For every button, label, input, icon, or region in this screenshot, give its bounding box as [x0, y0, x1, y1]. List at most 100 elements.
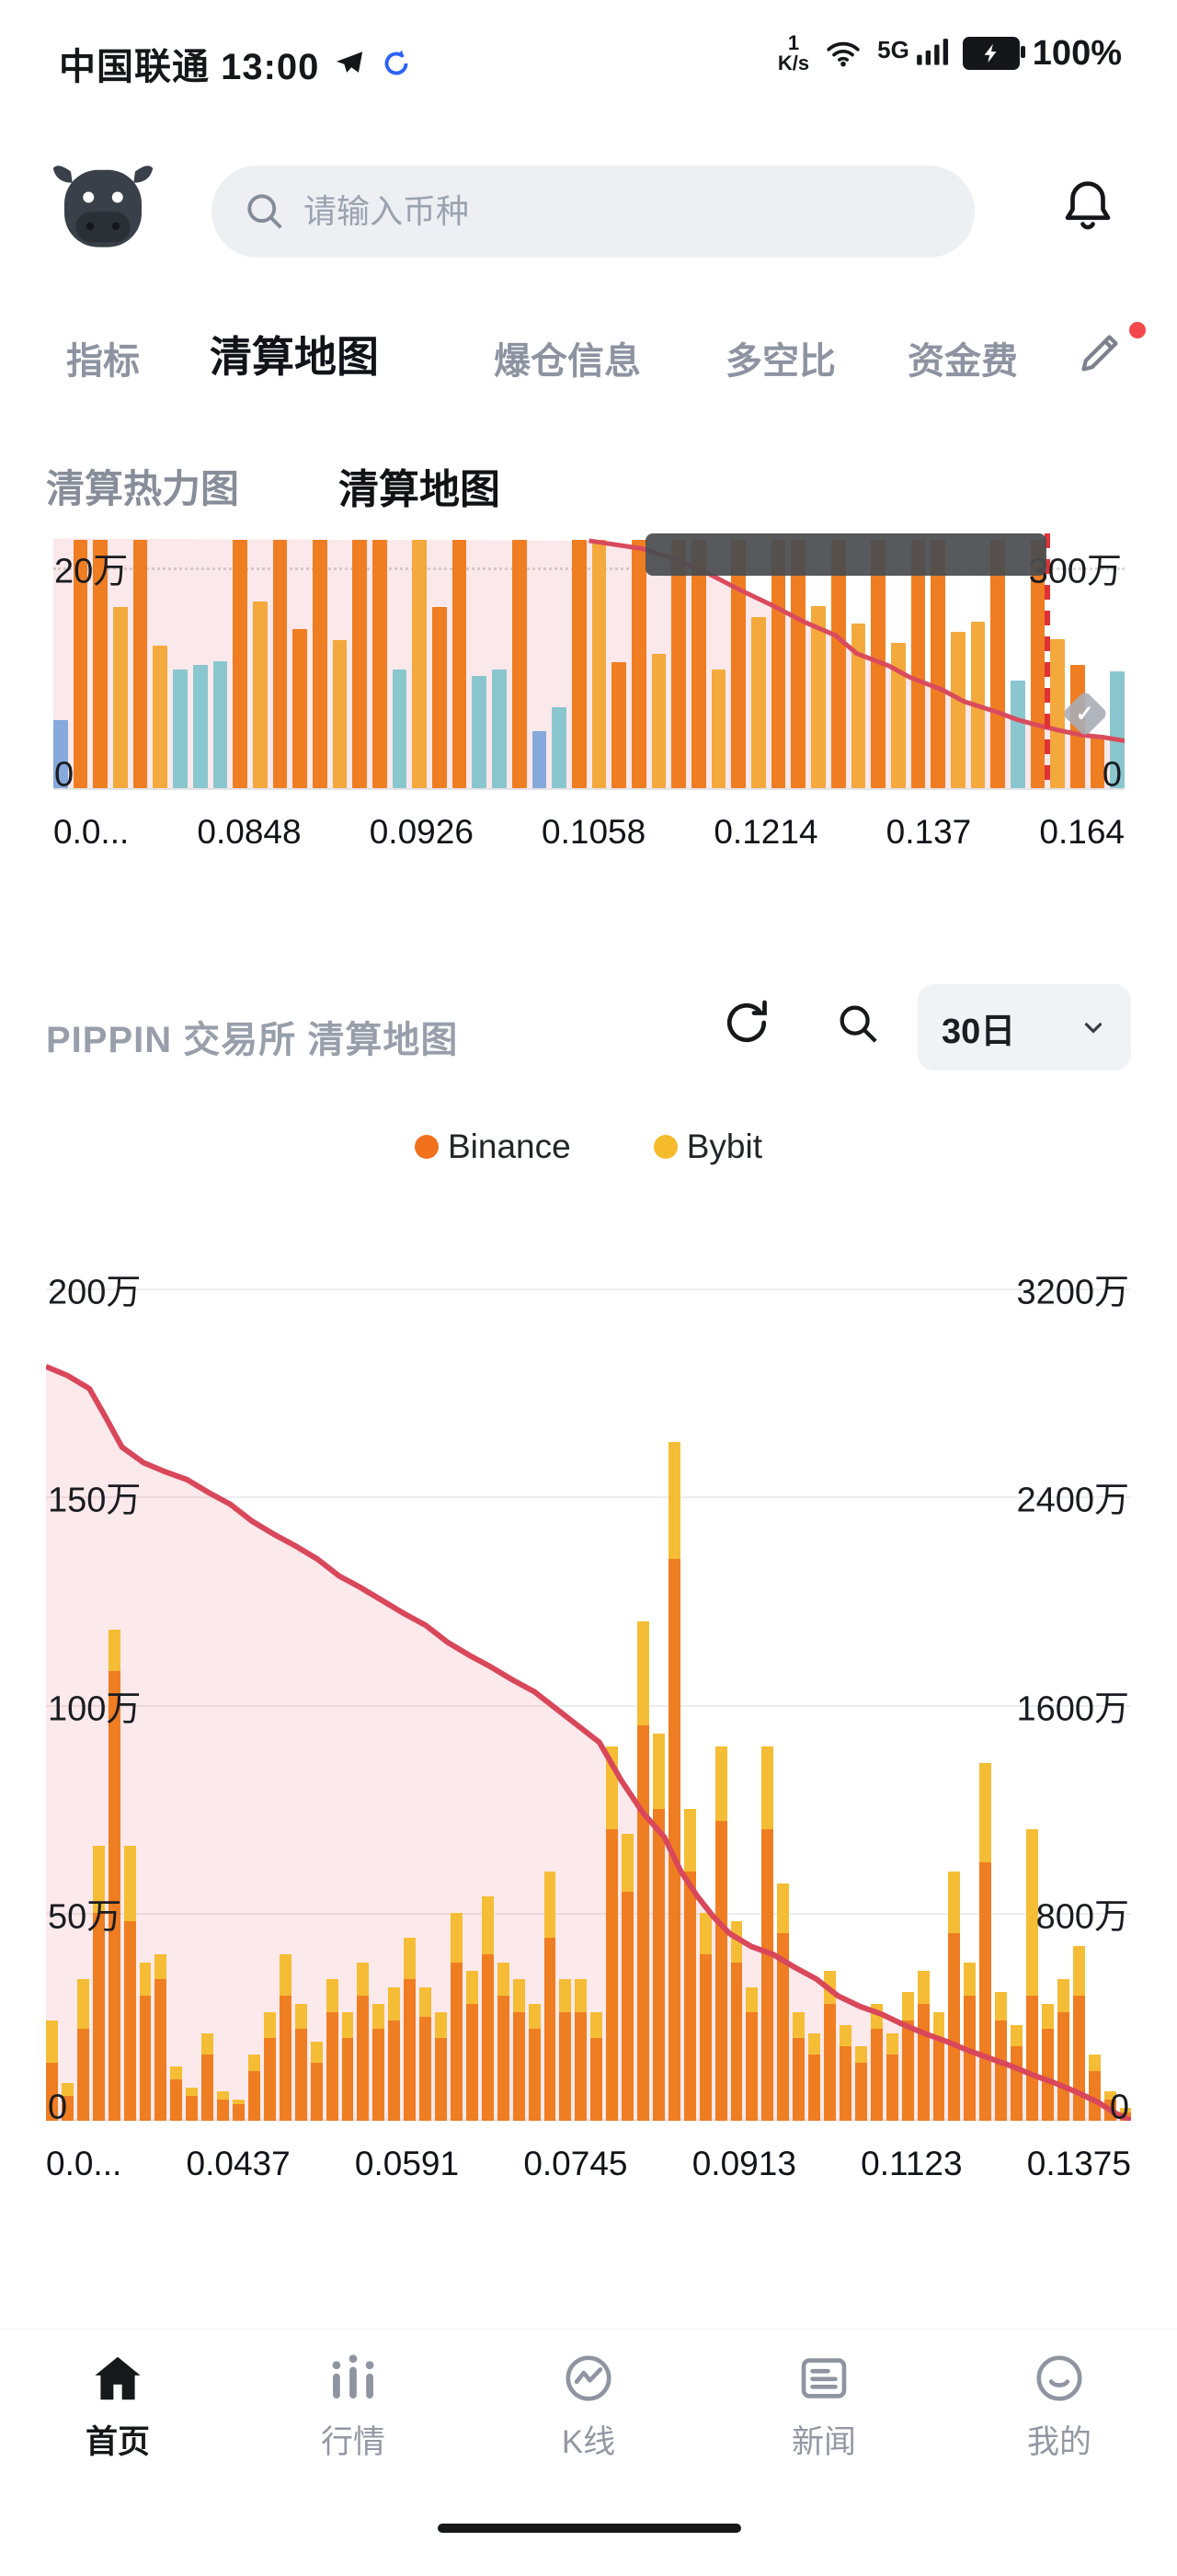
stacked-liquidation-bar [637, 1288, 649, 2121]
network-speed: 1 K/s [777, 31, 810, 74]
mini-x-axis: 0.0... 0.0848 0.0926 0.1058 0.1214 0.137… [53, 813, 1125, 852]
stacked-liquidation-bar [793, 1288, 806, 2121]
liquidation-bar [73, 540, 88, 788]
gridline [46, 1913, 1131, 1915]
main-area-path [46, 1366, 1131, 2121]
tab-indicators[interactable]: 指标 [66, 341, 140, 382]
nav-label: 行情 [320, 2424, 385, 2460]
message-sent-icon [337, 52, 363, 73]
main-line-path [46, 1367, 1131, 2121]
subtab-liquidation-map[interactable]: 清算地图 [338, 467, 500, 512]
nav-news[interactable]: 新闻 [706, 2330, 942, 2576]
stacked-liquidation-bar [294, 1288, 307, 2121]
liquidation-bar [552, 706, 566, 788]
chart-tooltip [646, 533, 1046, 576]
app-mascot-logo[interactable] [51, 158, 154, 256]
y-right-tick: 0 [1109, 2088, 1129, 2127]
stacked-liquidation-bar [559, 1288, 572, 2121]
stacked-liquidation-bar [543, 1288, 556, 2121]
mini-y-left-max: 20万 [54, 552, 129, 591]
x-tick: 0.0591 [354, 2145, 460, 2182]
x-tick: 0.0926 [369, 813, 474, 851]
notification-bell-icon[interactable] [1057, 175, 1118, 235]
stacked-liquidation-bar [263, 1288, 276, 2121]
stacked-liquidation-bar [46, 1288, 58, 2121]
chart-search-icon[interactable] [833, 999, 883, 1048]
stacked-liquidation-bar [419, 1288, 432, 2121]
price-marker-line [1045, 533, 1050, 788]
stacked-liquidation-bar [123, 1288, 136, 2121]
news-icon [801, 2358, 847, 2399]
chevron-down-icon [1084, 1023, 1103, 1034]
nav-home[interactable]: 首页 [0, 2330, 235, 2576]
liquidation-bar [412, 540, 428, 788]
x-tick: 0.0... [53, 813, 130, 851]
stacked-liquidation-bar [995, 1288, 1008, 2121]
stacked-liquidation-bar [1057, 1288, 1069, 2121]
legend-dot [415, 1135, 439, 1159]
stacked-liquidation-bar [1042, 1288, 1054, 2121]
liquidation-bar [53, 719, 68, 788]
liquidation-bar [830, 540, 846, 788]
liquidation-bar [451, 540, 467, 788]
signal-bars-icon [916, 39, 948, 65]
liquidation-bar [153, 645, 168, 788]
liquidation-bar [312, 540, 327, 788]
nav-kline[interactable]: K线 [471, 2330, 706, 2576]
subtab-heatmap[interactable]: 清算热力图 [46, 467, 240, 510]
legend-binance[interactable]: Binance [415, 1128, 571, 1166]
stacked-liquidation-bar [840, 1288, 851, 2121]
liquidation-bar [531, 730, 547, 788]
liquidation-bar [671, 540, 686, 788]
stacked-liquidation-bar [217, 1288, 230, 2121]
stacked-liquidation-bar [341, 1288, 354, 2121]
liquidation-bar [252, 601, 268, 788]
search-bar[interactable] [211, 166, 975, 258]
tab-liquidation-info[interactable]: 爆仓信息 [494, 341, 641, 382]
carrier-time: 中国联通 13:00 [59, 47, 320, 87]
y-right-tick: 800万 [1035, 1897, 1129, 1937]
stacked-liquidation-bar [170, 1288, 183, 2121]
nav-profile[interactable]: 我的 [942, 2330, 1177, 2576]
x-tick: 0.137 [886, 813, 972, 851]
x-tick: 0.1123 [861, 2145, 963, 2182]
liquidation-bar [691, 540, 706, 788]
stacked-liquidation-bar [730, 1288, 743, 2121]
mini-chart-bars [53, 533, 1125, 788]
legend-bybit[interactable]: Bybit [653, 1128, 762, 1166]
x-tick: 0.0745 [523, 2145, 628, 2182]
stacked-liquidation-bar [310, 1288, 323, 2121]
battery-percent: 100% [1032, 33, 1122, 73]
gridline [46, 1705, 1131, 1707]
refresh-icon[interactable] [719, 995, 774, 1050]
nav-markets[interactable]: 行情 [235, 2330, 471, 2576]
stacked-liquidation-bar [108, 1288, 120, 2121]
x-tick: 0.164 [1039, 813, 1125, 851]
stacked-liquidation-bar [948, 1288, 961, 2121]
time-range-dropdown[interactable]: 30日 [918, 984, 1131, 1070]
liquidation-bar [890, 643, 906, 788]
stacked-liquidation-bar [808, 1288, 821, 2121]
y-left-tick: 100万 [48, 1689, 142, 1729]
home-indicator[interactable] [438, 2524, 741, 2533]
liquidation-bar [931, 540, 945, 788]
stacked-liquidation-bar [590, 1288, 603, 2121]
mini-liquidation-chart[interactable]: ✓ [53, 533, 1125, 790]
y-left-tick: 50万 [48, 1897, 122, 1937]
stacked-liquidation-bar [932, 1288, 945, 2121]
tab-funding-rate[interactable]: 资金费 [908, 341, 1018, 382]
liquidation-bar [93, 540, 109, 788]
liquidation-bar [751, 616, 766, 788]
search-input[interactable] [302, 191, 894, 232]
x-tick: 0.0... [46, 2145, 122, 2182]
y-left-tick: 0 [48, 2088, 68, 2127]
stacked-liquidation-bar [683, 1288, 696, 2121]
tab-liquidation-map[interactable]: 清算地图 [210, 333, 379, 381]
main-liquidation-chart[interactable] [46, 1288, 1131, 2121]
tab-long-short-ratio[interactable]: 多空比 [726, 341, 836, 382]
mini-y-left-zero: 0 [54, 755, 74, 795]
edit-tabs-pencil-icon[interactable] [1074, 327, 1126, 379]
liquidation-bar [332, 639, 348, 788]
section-title: PIPPIN 交易所 清算地图 [46, 1020, 459, 1060]
gridline [46, 2119, 1131, 2121]
